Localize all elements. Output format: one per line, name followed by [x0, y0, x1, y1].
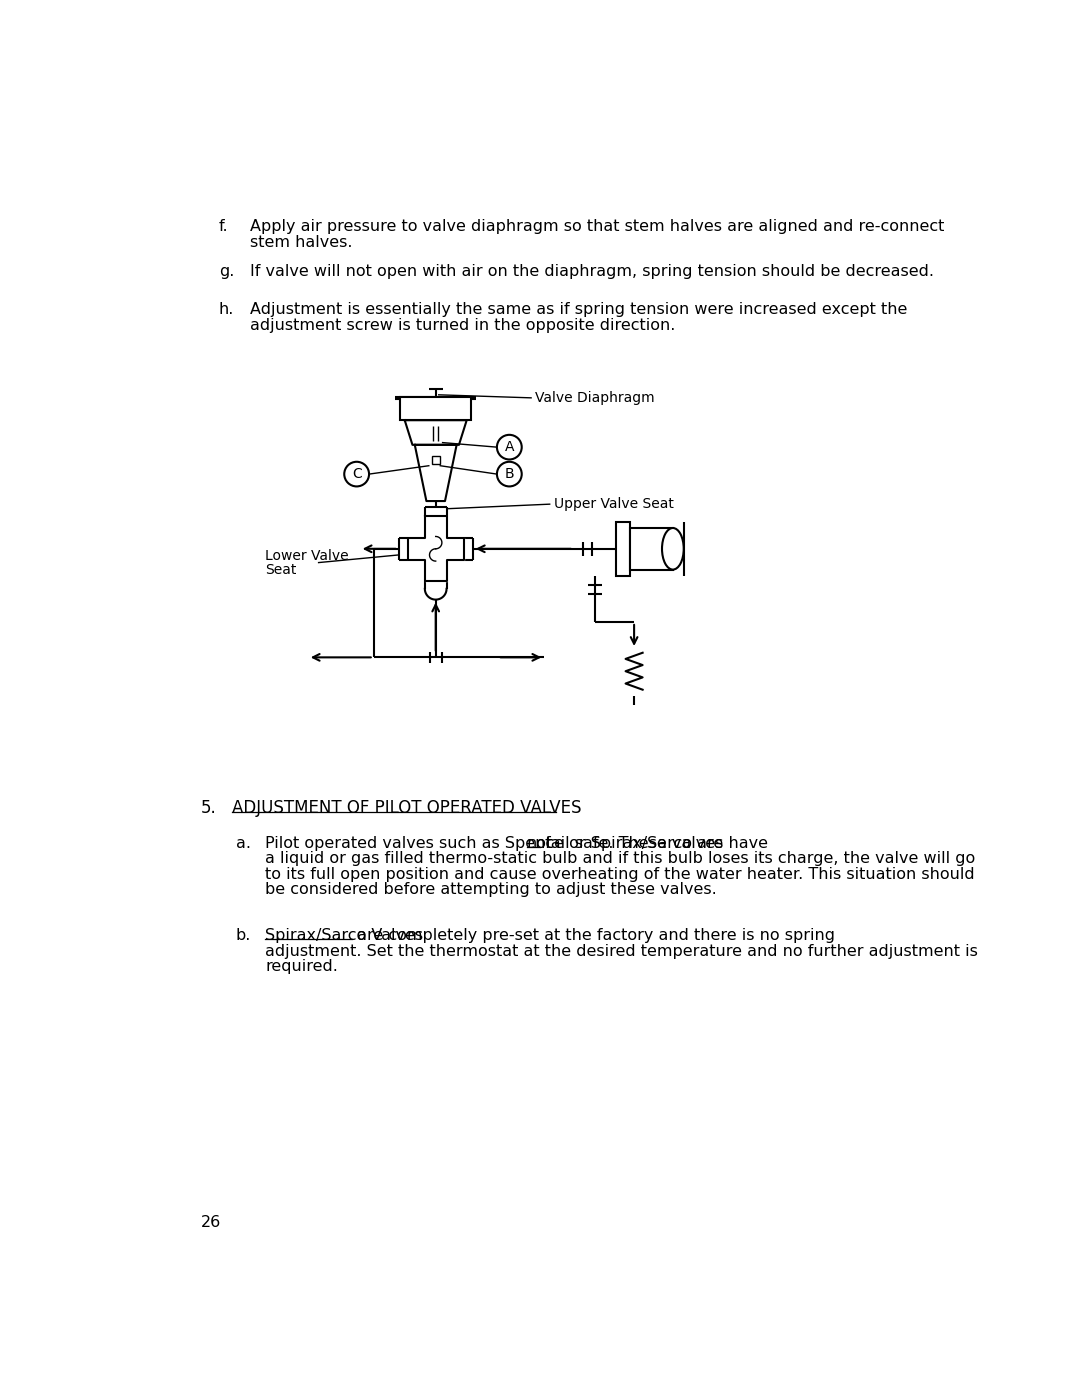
- Text: required.: required.: [266, 960, 338, 974]
- Text: a liquid or gas filled thermo-static bulb and if this bulb loses its charge, the: a liquid or gas filled thermo-static bul…: [266, 851, 975, 866]
- Text: C: C: [352, 467, 362, 481]
- Bar: [631, 528, 673, 570]
- Text: b.: b.: [235, 929, 252, 943]
- Text: adjustment screw is turned in the opposite direction.: adjustment screw is turned in the opposi…: [249, 317, 675, 332]
- Text: 26: 26: [201, 1215, 221, 1229]
- Ellipse shape: [662, 528, 684, 570]
- Text: fail safe. These valves have: fail safe. These valves have: [540, 835, 769, 851]
- Text: A: A: [504, 440, 514, 454]
- Text: ADJUSTMENT OF PILOT OPERATED VALVES: ADJUSTMENT OF PILOT OPERATED VALVES: [232, 799, 581, 817]
- Text: are completely pre-set at the factory and there is no spring: are completely pre-set at the factory an…: [352, 929, 835, 943]
- Text: Upper Valve Seat: Upper Valve Seat: [554, 497, 673, 511]
- Text: Lower Valve: Lower Valve: [266, 549, 349, 563]
- Text: Apply air pressure to valve diaphragm so that stem halves are aligned and re-con: Apply air pressure to valve diaphragm so…: [249, 219, 944, 235]
- Text: Valve Diaphragm: Valve Diaphragm: [535, 391, 654, 405]
- Text: If valve will not open with air on the diaphragm, spring tension should be decre: If valve will not open with air on the d…: [249, 264, 934, 279]
- Text: to its full open position and cause overheating of the water heater. This situat: to its full open position and cause over…: [266, 866, 975, 882]
- Circle shape: [497, 462, 522, 486]
- Text: Seat: Seat: [266, 563, 297, 577]
- Circle shape: [497, 434, 522, 460]
- Text: Pilot operated valves such as Spence or Spirax/Sarco are: Pilot operated valves such as Spence or …: [266, 835, 729, 851]
- Circle shape: [345, 462, 369, 486]
- Text: Adjustment is essentially the same as if spring tension were increased except th: Adjustment is essentially the same as if…: [249, 302, 907, 317]
- Text: 5.: 5.: [201, 799, 217, 817]
- Text: f.: f.: [218, 219, 228, 235]
- Polygon shape: [408, 517, 463, 581]
- Text: B: B: [504, 467, 514, 481]
- Polygon shape: [415, 444, 457, 502]
- Text: Spirax/Sarco Valves: Spirax/Sarco Valves: [266, 929, 423, 943]
- Text: not: not: [527, 835, 553, 851]
- Text: a.: a.: [235, 835, 251, 851]
- Text: adjustment. Set the thermostat at the desired temperature and no further adjustm: adjustment. Set the thermostat at the de…: [266, 944, 978, 958]
- Text: stem halves.: stem halves.: [249, 235, 352, 250]
- Bar: [617, 522, 631, 576]
- Bar: [432, 457, 440, 464]
- Text: be considered before attempting to adjust these valves.: be considered before attempting to adjus…: [266, 882, 717, 897]
- Bar: [400, 397, 471, 420]
- Text: g.: g.: [218, 264, 234, 279]
- Polygon shape: [405, 420, 467, 444]
- Text: h.: h.: [218, 302, 234, 317]
